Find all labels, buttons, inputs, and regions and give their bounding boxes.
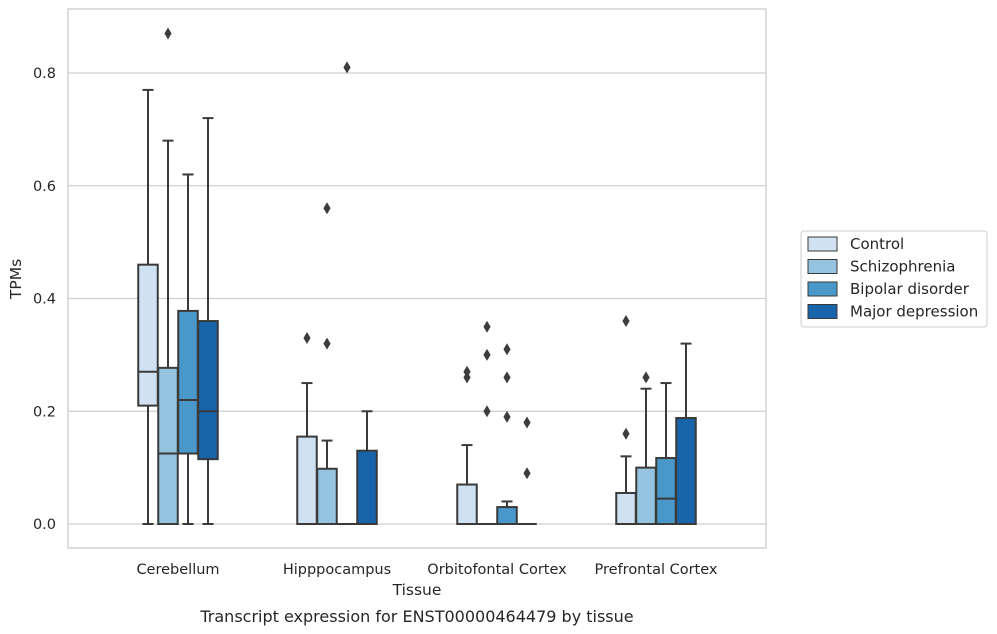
outlier-point <box>523 416 531 429</box>
outlier-point <box>642 371 650 384</box>
box-schizophrenia <box>316 202 338 526</box>
box-bipolar-disorder <box>337 61 357 525</box>
box-bipolar-disorder <box>496 343 518 525</box>
box-control <box>615 315 637 525</box>
legend-swatch <box>807 304 838 319</box>
x-tick-label: Hipppocampus <box>283 562 391 578</box>
y-tick-label: 0.0 <box>33 517 56 533</box>
box-iqr <box>296 435 318 525</box>
box-iqr <box>675 417 697 526</box>
x-tick-label: Prefrontal Cortex <box>595 562 718 578</box>
box-iqr <box>655 457 677 526</box>
box-iqr <box>157 366 179 525</box>
box-major-depression <box>197 117 219 525</box>
x-tick-label: Cerebellum <box>136 562 219 578</box>
y-tick-label: 0.4 <box>33 292 56 308</box>
box-major-depression <box>356 410 378 525</box>
legend-label: Control <box>850 235 904 253</box>
box-control <box>456 365 478 526</box>
y-tick-label: 0.2 <box>33 404 56 420</box>
legend-label: Major depression <box>850 303 978 321</box>
outlier-point <box>622 427 630 440</box>
outlier-point <box>303 331 311 344</box>
box-major-depression <box>517 416 537 525</box>
box-iqr <box>635 466 657 525</box>
outlier-point <box>503 371 511 384</box>
box-major-depression <box>675 342 697 526</box>
outlier-point <box>343 61 351 74</box>
outlier-point <box>523 467 531 480</box>
outlier-point <box>463 365 471 378</box>
box-iqr <box>316 467 338 526</box>
box-control <box>296 331 318 525</box>
box-bipolar-disorder <box>655 382 677 526</box>
outlier-point <box>503 410 511 423</box>
box-layer <box>137 27 697 526</box>
x-axis-label: Tissue <box>392 581 442 599</box>
box-schizophrenia <box>635 371 657 525</box>
legend-swatch <box>807 236 838 252</box>
axis-layer: 0.0 0.2 0.4 0.6 0.8 Cerebellum Hipppocampus Orb… <box>33 66 718 578</box>
outlier-point <box>164 27 172 40</box>
box-schizophrenia <box>157 27 179 525</box>
legend: Control Schizophrenia Bipolar disorder Majo… <box>800 230 988 328</box>
outlier-point <box>483 348 491 361</box>
figure-caption: Transcript expression for ENST0000046447… <box>199 607 633 626</box>
legend-frame <box>800 230 988 328</box>
box-control <box>137 88 159 525</box>
legend-swatch <box>807 259 838 274</box>
box-iqr <box>615 491 637 525</box>
box-iqr <box>456 483 478 526</box>
plot-frame <box>67 8 767 549</box>
outlier-point <box>503 343 511 356</box>
legend-label: Bipolar disorder <box>850 280 970 298</box>
outlier-point <box>483 405 491 418</box>
outlier-point <box>323 202 331 215</box>
outlier-point <box>622 315 630 328</box>
box-iqr <box>356 449 378 525</box>
box-iqr <box>197 320 219 461</box>
box-iqr <box>496 506 518 525</box>
y-axis-label: TPMs <box>7 259 25 300</box>
legend-swatch <box>807 281 838 297</box>
legend-label: Schizophrenia <box>850 258 955 276</box>
box-schizophrenia <box>477 320 497 525</box>
box-iqr <box>137 263 159 407</box>
outlier-point <box>483 320 491 333</box>
x-tick-label: Orbitofontal Cortex <box>427 562 567 578</box>
box-iqr <box>177 309 199 455</box>
outlier-point <box>323 337 331 350</box>
y-tick-label: 0.8 <box>33 66 56 82</box>
box-bipolar-disorder <box>177 173 199 525</box>
y-tick-label: 0.6 <box>33 179 56 195</box>
